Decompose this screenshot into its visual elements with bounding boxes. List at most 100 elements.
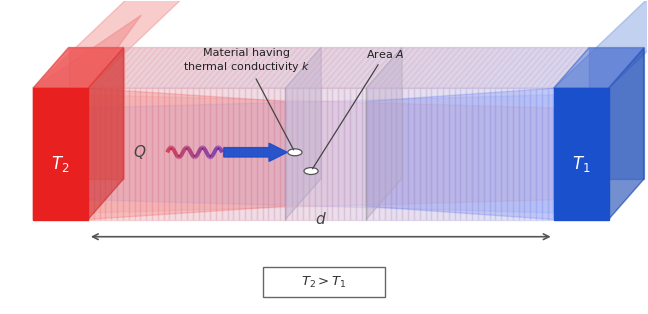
Polygon shape — [449, 88, 455, 219]
Text: $d$: $d$ — [315, 211, 327, 227]
Polygon shape — [297, 48, 339, 88]
Polygon shape — [33, 48, 124, 88]
Polygon shape — [524, 48, 566, 88]
Polygon shape — [309, 88, 315, 219]
Polygon shape — [542, 88, 548, 219]
Polygon shape — [455, 88, 461, 219]
Text: Material having
thermal conductivity $k$: Material having thermal conductivity $k$ — [183, 48, 310, 150]
Polygon shape — [181, 88, 187, 219]
Polygon shape — [204, 48, 246, 88]
Polygon shape — [483, 48, 525, 88]
Polygon shape — [443, 88, 449, 219]
Circle shape — [288, 149, 302, 156]
Polygon shape — [461, 48, 502, 88]
Polygon shape — [88, 95, 553, 213]
Polygon shape — [332, 88, 338, 219]
Polygon shape — [379, 48, 421, 88]
Polygon shape — [518, 88, 524, 219]
Polygon shape — [402, 48, 444, 88]
Polygon shape — [518, 48, 560, 88]
Polygon shape — [426, 88, 432, 219]
Polygon shape — [268, 88, 274, 219]
Polygon shape — [366, 48, 402, 219]
Polygon shape — [210, 48, 251, 88]
Polygon shape — [542, 48, 583, 88]
Polygon shape — [286, 48, 327, 88]
Polygon shape — [94, 88, 100, 219]
Polygon shape — [292, 48, 333, 88]
FancyBboxPatch shape — [262, 267, 386, 297]
Polygon shape — [495, 48, 537, 88]
Polygon shape — [135, 48, 176, 88]
Polygon shape — [530, 48, 572, 88]
Polygon shape — [495, 88, 501, 219]
Polygon shape — [437, 88, 443, 219]
Polygon shape — [391, 48, 432, 88]
Polygon shape — [483, 88, 489, 219]
Polygon shape — [117, 48, 159, 88]
Polygon shape — [164, 88, 170, 219]
Polygon shape — [210, 88, 216, 219]
Polygon shape — [129, 48, 170, 88]
Polygon shape — [146, 48, 187, 88]
Polygon shape — [373, 48, 415, 88]
Polygon shape — [548, 48, 589, 88]
Polygon shape — [152, 48, 193, 88]
Polygon shape — [175, 88, 181, 219]
Polygon shape — [350, 48, 391, 88]
Polygon shape — [507, 88, 513, 219]
Polygon shape — [548, 88, 553, 219]
Polygon shape — [437, 48, 478, 88]
Polygon shape — [164, 48, 205, 88]
Polygon shape — [536, 48, 577, 88]
Text: $Q$: $Q$ — [133, 143, 146, 161]
Polygon shape — [513, 88, 518, 219]
Polygon shape — [192, 88, 198, 219]
Polygon shape — [233, 48, 275, 88]
Polygon shape — [233, 88, 239, 219]
Polygon shape — [222, 48, 263, 88]
Polygon shape — [530, 88, 536, 219]
Polygon shape — [88, 88, 285, 219]
Polygon shape — [385, 48, 426, 88]
Polygon shape — [385, 88, 391, 219]
Polygon shape — [455, 48, 496, 88]
Polygon shape — [420, 88, 426, 219]
Polygon shape — [222, 88, 227, 219]
Polygon shape — [33, 48, 124, 88]
Polygon shape — [245, 88, 251, 219]
Text: $T_1$: $T_1$ — [572, 154, 590, 174]
Polygon shape — [129, 88, 135, 219]
Polygon shape — [467, 48, 507, 88]
Polygon shape — [414, 88, 420, 219]
Polygon shape — [88, 48, 130, 88]
Polygon shape — [338, 48, 380, 88]
Polygon shape — [198, 88, 204, 219]
Polygon shape — [245, 48, 286, 88]
Polygon shape — [158, 88, 164, 219]
Polygon shape — [239, 48, 281, 88]
Polygon shape — [501, 48, 542, 88]
Polygon shape — [367, 48, 409, 88]
Polygon shape — [111, 48, 153, 88]
Polygon shape — [257, 48, 298, 88]
Polygon shape — [327, 48, 368, 88]
Polygon shape — [461, 88, 467, 219]
Polygon shape — [100, 88, 106, 219]
Polygon shape — [33, 15, 141, 88]
Polygon shape — [262, 48, 304, 88]
Polygon shape — [216, 88, 222, 219]
Polygon shape — [175, 48, 216, 88]
Polygon shape — [285, 48, 321, 219]
Polygon shape — [501, 88, 507, 219]
Polygon shape — [467, 88, 472, 219]
Polygon shape — [589, 48, 644, 179]
Polygon shape — [111, 88, 117, 219]
Polygon shape — [88, 88, 94, 219]
Polygon shape — [356, 88, 362, 219]
Polygon shape — [141, 88, 146, 219]
FancyArrow shape — [224, 143, 287, 161]
Polygon shape — [472, 88, 478, 219]
Polygon shape — [268, 48, 310, 88]
Polygon shape — [513, 48, 554, 88]
